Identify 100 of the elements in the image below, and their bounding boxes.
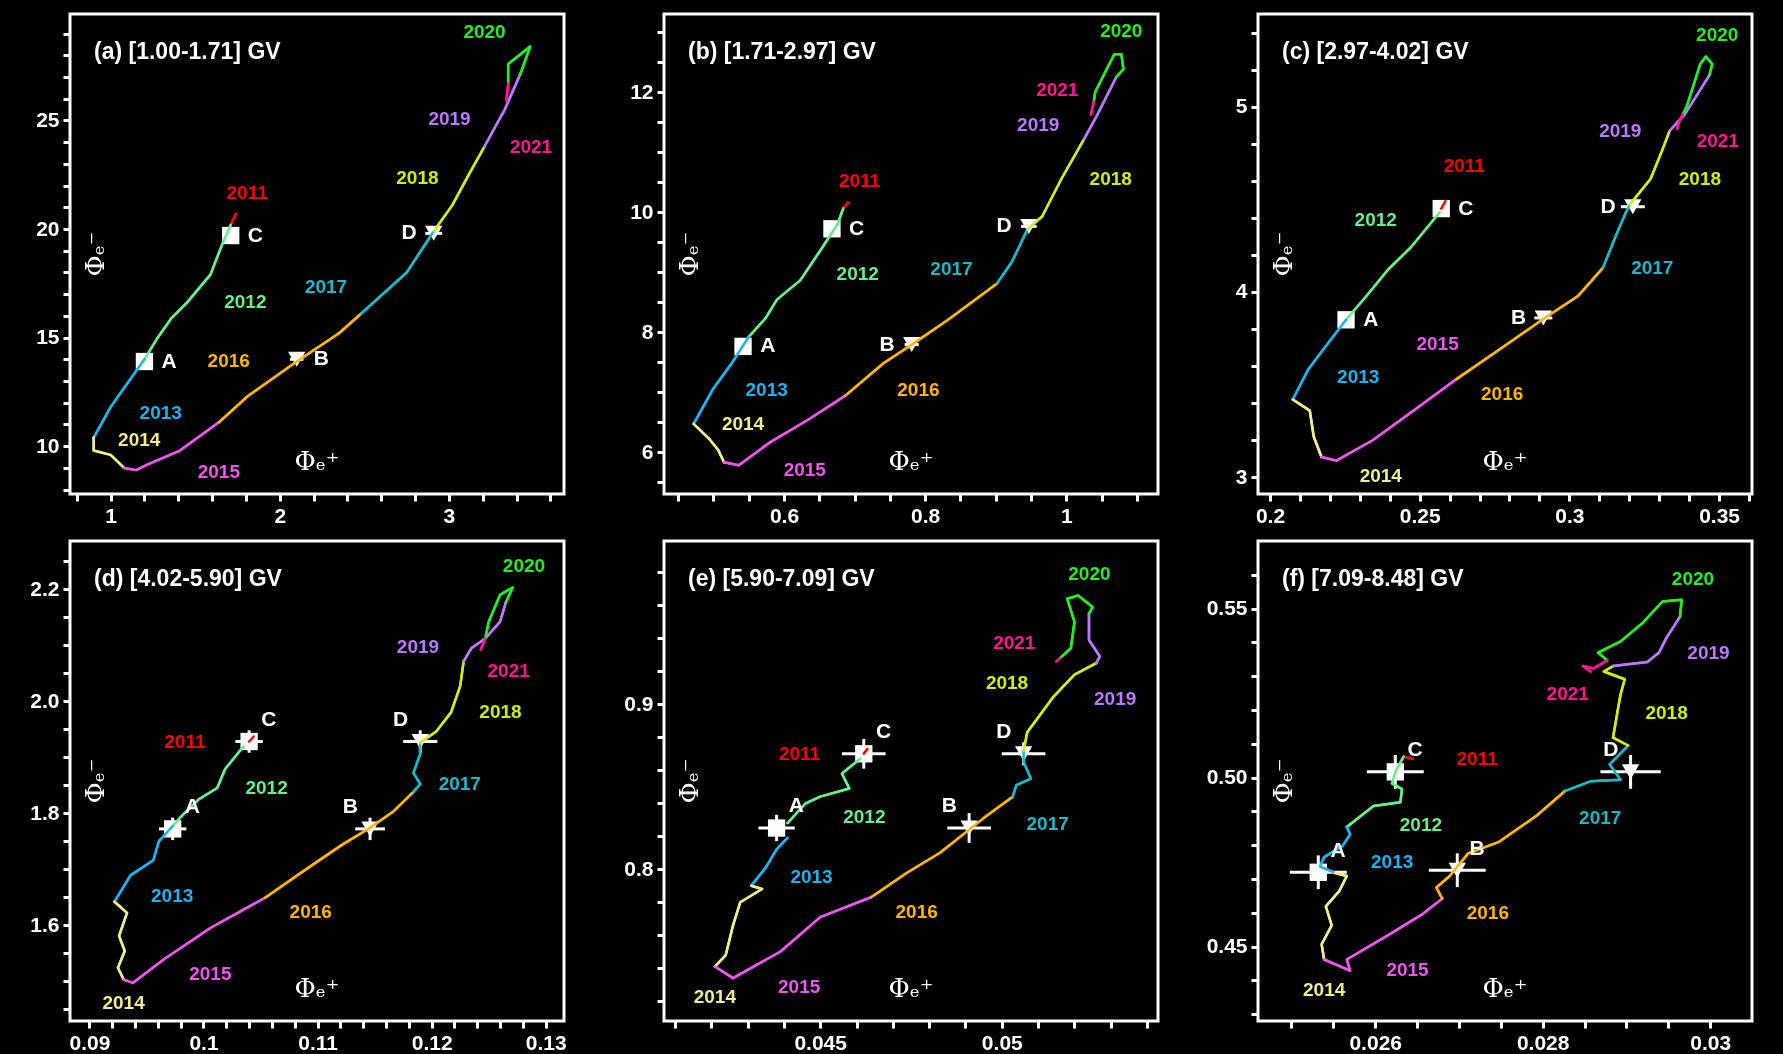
y-tick-label: 0.50 — [1206, 765, 1248, 789]
series-label: 2017 — [1631, 256, 1674, 278]
y-tick-label: 0.45 — [1206, 934, 1248, 958]
series-label: 2014 — [1303, 979, 1346, 1001]
series-label: 2020 — [1696, 24, 1739, 46]
series-label: 2019 — [1094, 687, 1137, 709]
series-label: B — [941, 793, 957, 817]
series-label: 2016 — [289, 901, 332, 923]
y-tick-label: 0.8 — [624, 856, 654, 880]
series-label: 2013 — [790, 865, 833, 887]
series-label: 2015 — [189, 962, 232, 984]
series-label: C — [247, 222, 264, 246]
series-label: 2015 — [197, 461, 241, 483]
series-label: C — [875, 719, 892, 743]
y-tick-label: 1.6 — [30, 912, 60, 936]
y-tick-label: 20 — [36, 216, 60, 240]
series-label: 2020 — [502, 555, 546, 577]
series-label: 2015 — [1416, 332, 1460, 354]
series-label: 2016 — [207, 349, 250, 371]
y-axis-title: Φₑ⁻ — [1268, 758, 1298, 804]
text: (a) [1.00-1.71] GV — [94, 38, 282, 64]
y-tick-label: 10 — [630, 199, 654, 223]
x-tick-label: 3 — [443, 503, 456, 527]
x-tick-label: 0.8 — [911, 503, 941, 527]
y-tick-label: 5 — [1235, 94, 1248, 118]
series-label: 2016 — [897, 379, 940, 401]
y-axis-title: Φₑ⁻ — [80, 758, 110, 804]
series-label: B — [879, 331, 895, 355]
x-tick-label: 2 — [274, 503, 287, 527]
series-label: 2014 — [118, 428, 161, 450]
y-tick-label: 4 — [1235, 279, 1248, 303]
series-label: 2019 — [396, 635, 440, 657]
series-label: 2019 — [1687, 641, 1730, 663]
x-tick-label: 0.2 — [1255, 503, 1286, 527]
series-label: 2020 — [1068, 563, 1111, 585]
x-axis-title: Φₑ⁺ — [294, 446, 340, 476]
text: (f) [7.09-8.48] GV — [1282, 565, 1465, 591]
x-axis-title: Φₑ⁺ — [888, 973, 934, 1003]
text: (e) [5.90-7.09] GV — [688, 565, 876, 591]
series-label: 2012 — [1399, 813, 1443, 835]
series-label: 2013 — [139, 401, 182, 423]
x-axis-title: Φₑ⁺ — [888, 446, 934, 476]
x-tick-label: 0.25 — [1399, 503, 1441, 527]
x-tick-label: 0.026 — [1349, 1030, 1402, 1054]
series-label: 2018 — [985, 672, 1029, 694]
series-label: 2017 — [930, 257, 973, 279]
x-tick-label: 0.11 — [298, 1030, 339, 1054]
y-axis-title: Φₑ⁻ — [80, 231, 110, 277]
series-label: 2021 — [487, 660, 531, 682]
series-label: D — [1600, 193, 1616, 217]
series-label: 2014 — [102, 991, 146, 1013]
series-label: 2012 — [843, 805, 886, 827]
series-label: 2017 — [1579, 806, 1622, 828]
text: (b) [1.71-2.97] GV — [688, 38, 877, 64]
x-tick-label: 0.03 — [1690, 1030, 1732, 1054]
series-label: 2019 — [1017, 113, 1060, 135]
x-tick-label: 0.1 — [189, 1030, 219, 1054]
series-label: B — [342, 794, 358, 818]
x-axis-title: Φₑ⁺ — [1482, 973, 1528, 1003]
series-label: 2021 — [1036, 78, 1079, 100]
series-label: 2016 — [895, 900, 938, 922]
series-label: C — [1458, 195, 1474, 219]
series-label: 2018 — [1645, 702, 1688, 724]
y-tick-label: 15 — [36, 325, 60, 349]
x-tick-label: 0.09 — [69, 1030, 111, 1054]
y-tick-label: 12 — [630, 79, 654, 103]
series-label: 2018 — [396, 166, 439, 188]
series-label: 2018 — [1678, 167, 1722, 189]
series-label: D — [996, 719, 1012, 743]
series-label: 2021 — [509, 136, 553, 157]
x-tick-label: 0.35 — [1699, 503, 1741, 527]
series-label: C — [1407, 737, 1423, 761]
series-label: 2012 — [836, 262, 879, 284]
x-tick-label: 0.045 — [794, 1030, 848, 1054]
series-label: 2014 — [721, 412, 765, 434]
x-tick-label: 0.6 — [769, 503, 800, 527]
y-tick-label: 1.8 — [30, 800, 60, 824]
text: 2014 — [1359, 465, 1403, 487]
series-label: C — [849, 215, 865, 239]
series-label: 2011 — [838, 170, 881, 192]
series-label: 2015 — [1386, 959, 1430, 981]
series-label: 2013 — [1337, 365, 1380, 387]
series-label: C — [261, 706, 277, 730]
text: (d) [4.02-5.90] GV — [94, 565, 283, 591]
text: 2011 — [1456, 747, 1499, 769]
series-label: A — [1363, 306, 1379, 330]
series-label: 2019 — [1599, 119, 1642, 141]
series-label: 2013 — [745, 379, 788, 401]
text: 2011 — [164, 730, 206, 752]
y-tick-label: 6 — [641, 439, 654, 463]
series-label: 2012 — [1354, 209, 1397, 231]
x-axis-title: Φₑ⁺ — [1482, 446, 1528, 476]
y-tick-label: 10 — [36, 433, 60, 457]
series-label: 2019 — [428, 108, 471, 130]
series-label: 2012 — [224, 290, 267, 312]
series-label: D — [996, 213, 1012, 237]
series-label: 2018 — [479, 701, 522, 723]
series-label: 2014 — [693, 986, 737, 1008]
series-label: B — [1511, 304, 1527, 328]
series-label: 2017 — [304, 275, 348, 297]
